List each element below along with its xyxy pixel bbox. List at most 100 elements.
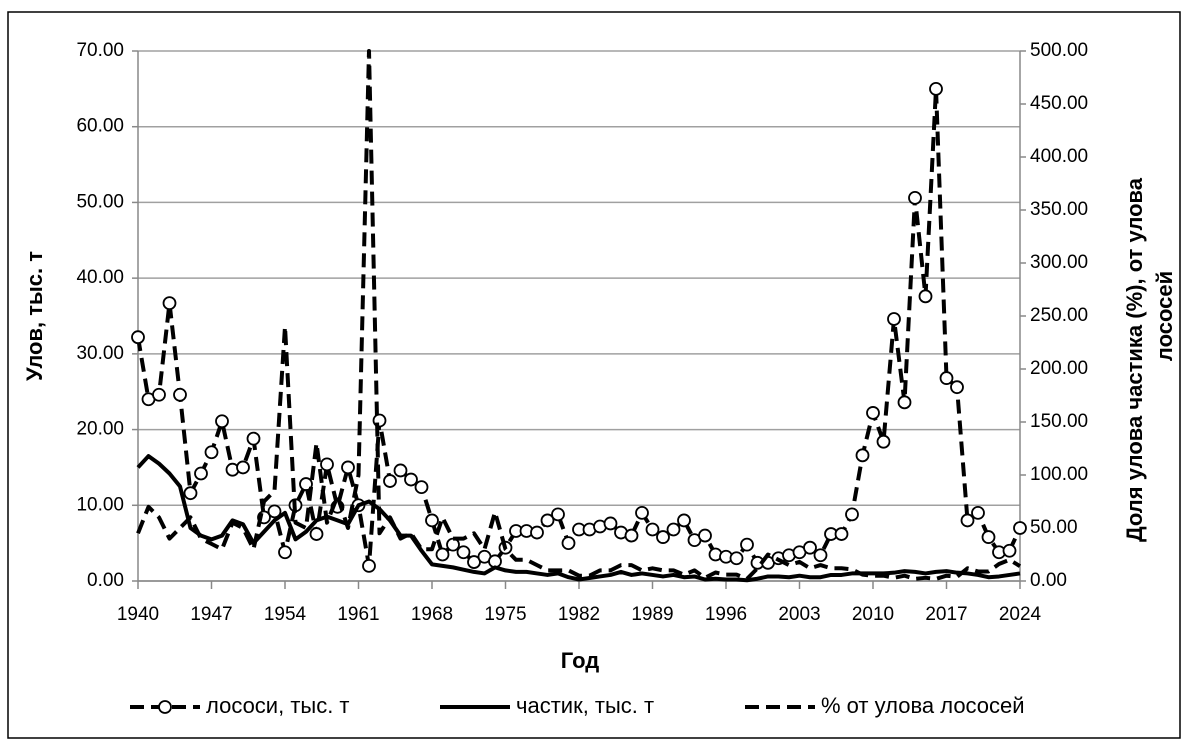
marker [897,395,912,410]
x-tick-label: 1954 [264,604,307,625]
series-line [136,454,1021,583]
y-tick-label: 40.00 [76,267,124,288]
legend-label: лососи, тыс. т [206,693,350,718]
marker [183,486,198,501]
marker [404,472,418,487]
marker [971,505,985,520]
marker [383,474,397,488]
marker [215,414,229,429]
x-tick-label: 2024 [999,604,1042,625]
marker [855,448,870,463]
marker [131,330,145,345]
marker [729,551,744,566]
y2-tick-label: 300.00 [1030,252,1088,273]
marker [456,545,471,560]
marker [425,513,439,528]
y2-tick-label: 250.00 [1030,305,1088,326]
x-axis-title: Год [561,648,600,673]
marker [803,540,817,555]
marker [876,434,891,449]
marker [204,445,219,460]
marker [981,530,996,544]
x-tick-label: 2010 [852,604,894,625]
marker [918,289,933,304]
marker [446,537,460,552]
x-tick-label: 1982 [558,604,600,625]
y-tick-label: 20.00 [76,419,124,440]
marker [435,547,450,562]
marker [813,548,828,563]
marker [320,457,334,472]
y-tick-label: 60.00 [76,116,124,137]
marker [530,525,544,540]
marker [656,530,670,544]
legend-marker [158,700,172,714]
marker [677,513,691,528]
y2-tick-label: 200.00 [1030,358,1088,379]
marker [624,528,639,543]
marker [309,527,324,541]
marker [362,558,376,573]
marker [1013,521,1027,535]
marker [603,516,618,531]
marker [666,522,681,537]
marker [960,513,975,528]
marker [341,460,355,475]
marker [467,555,481,569]
y2-tick-label: 350.00 [1030,199,1088,220]
x-tick-label: 1940 [117,604,159,625]
marker [845,507,859,522]
y2-tick-label: 400.00 [1030,146,1088,167]
y-tick-label: 30.00 [76,343,124,364]
marker [152,387,166,402]
marker [740,537,754,552]
marker [561,536,576,551]
marker [887,312,901,326]
y2-tick-label: 500.00 [1030,40,1088,61]
legend-label: частик, тыс. т [516,693,654,718]
marker [698,528,712,543]
x-tick-label: 1989 [631,604,673,625]
marker [939,371,954,385]
marker [267,504,282,519]
series-line [136,49,1022,581]
x-tick-label: 2017 [925,604,967,625]
y-axis-title: Улов, тыс. т [22,251,47,381]
marker [635,505,649,520]
y-tick-label: 0.00 [87,570,124,591]
marker [950,380,964,395]
x-tick-label: 1968 [411,604,453,625]
marker [908,190,922,205]
marker [236,460,250,475]
x-tick-label: 1947 [190,604,232,625]
y-tick-label: 10.00 [76,494,124,515]
marker [246,431,261,446]
y2-tick-label: 0.00 [1030,570,1067,591]
marker [278,545,292,560]
x-tick-label: 1961 [337,604,379,625]
chart-frame [7,11,1181,739]
y2-tick-label: 50.00 [1030,517,1078,538]
marker [194,466,208,481]
marker [551,507,565,522]
legend-label: % от улова лососей [821,693,1025,718]
marker [645,522,660,537]
x-tick-label: 1975 [484,604,526,625]
y2-tick-label: 450.00 [1030,93,1088,114]
y2-tick-label: 100.00 [1030,464,1088,485]
marker [929,81,943,96]
marker [393,463,408,478]
marker [540,513,555,528]
x-tick-label: 2003 [778,604,820,625]
marker [1002,543,1017,558]
y-tick-label: 50.00 [76,191,124,212]
y-tick-label: 70.00 [76,40,124,61]
x-tick-label: 1996 [705,604,747,625]
marker [866,406,880,420]
marker [299,477,313,491]
y2-axis-title: Доля улова частика (%), от улова [1122,177,1147,542]
y2-axis-title: лососей [1152,271,1177,361]
marker [173,387,187,402]
